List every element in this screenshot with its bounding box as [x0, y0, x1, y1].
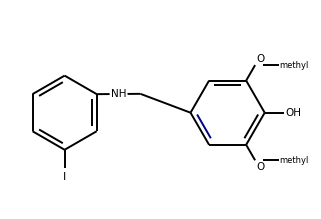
Text: methyl: methyl: [279, 156, 309, 165]
Text: methyl: methyl: [279, 61, 309, 70]
Text: NH: NH: [111, 89, 126, 99]
Text: OH: OH: [285, 108, 301, 118]
Text: I: I: [63, 172, 66, 182]
Text: O: O: [256, 162, 265, 171]
Text: O: O: [256, 54, 265, 64]
